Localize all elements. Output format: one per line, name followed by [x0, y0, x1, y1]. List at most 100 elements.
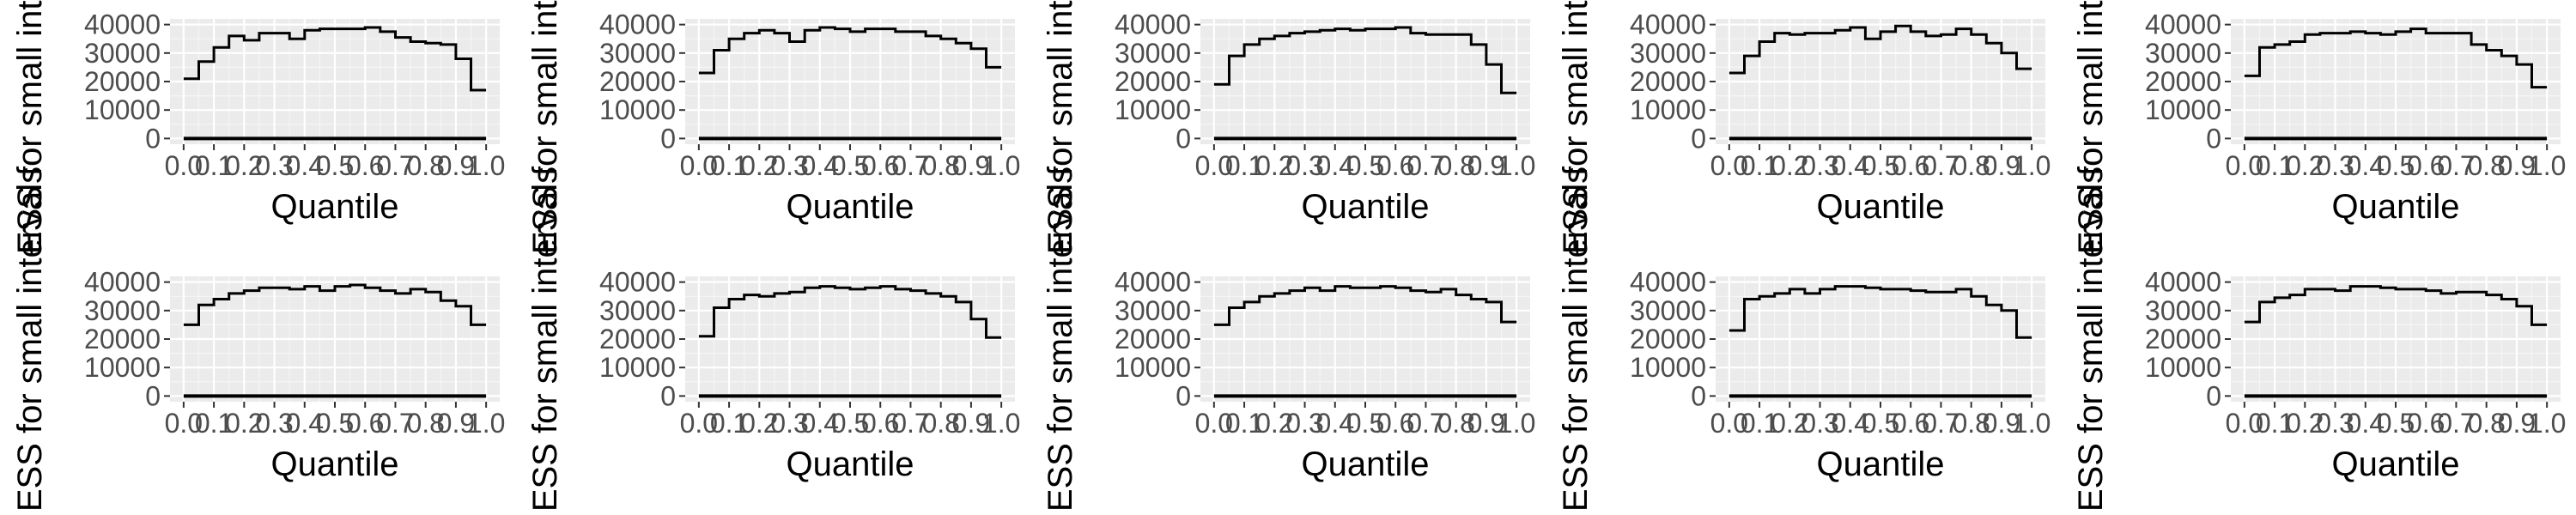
y-tick-label: 20000: [599, 324, 676, 354]
x-tick-label: 0.4: [286, 150, 324, 181]
x-axis-title: Quantile: [787, 188, 914, 226]
x-axis-title: Quantile: [787, 445, 914, 483]
x-tick-label: 0.8: [921, 408, 959, 439]
x-tick-label: 0.2: [2286, 150, 2324, 181]
x-tick-label: 0.1: [2256, 408, 2293, 439]
x-tick-label: 0.4: [286, 408, 324, 439]
x-tick-label: 0.3: [1285, 408, 1323, 439]
y-tick-label: 30000: [1630, 295, 1706, 326]
x-tick-label: 0.8: [1952, 150, 1990, 181]
x-axis-title: Quantile: [1817, 188, 1945, 226]
y-axis-title: ESS for small intervals: [526, 0, 564, 254]
y-tick-label: 10000: [84, 94, 161, 125]
series-line-1: [698, 26, 1002, 75]
x-tick-label: 0.6: [1892, 408, 1929, 439]
x-tick-label: 0.7: [376, 150, 414, 181]
x-tick-label: 0.2: [740, 408, 778, 439]
y-tick-label: 10000: [599, 352, 676, 383]
chart-panel-9: 0100002000030000400000.00.10.20.30.40.50…: [1557, 167, 2050, 512]
series-line-1: [1728, 24, 2032, 75]
x-tick-label: 0.5: [831, 150, 869, 181]
y-tick-label: 40000: [1630, 9, 1706, 40]
x-tick-label: 0.9: [437, 408, 475, 439]
x-tick-label: 0.8: [921, 150, 959, 181]
series-line-1: [183, 283, 487, 326]
x-tick-label: 0.8: [406, 408, 444, 439]
x-tick-label: 1.0: [2013, 408, 2050, 439]
y-tick-label: 30000: [1115, 295, 1191, 326]
x-tick-label: 0.7: [376, 408, 414, 439]
series-line-1: [698, 285, 1002, 339]
x-tick-label: 0.2: [1255, 150, 1293, 181]
x-tick-label: 0.3: [255, 150, 293, 181]
x-tick-label: 0.6: [346, 150, 384, 181]
x-tick-label: 0.9: [2498, 408, 2536, 439]
series-line-1: [183, 26, 487, 92]
x-tick-label: 0.6: [2407, 408, 2445, 439]
y-tick-label: 40000: [2145, 9, 2221, 40]
x-tick-label: 0.5: [831, 408, 869, 439]
y-axis-title: ESS for small intervals: [11, 167, 49, 512]
x-tick-label: 0.7: [1406, 408, 1444, 439]
x-tick-label: 0.5: [1346, 408, 1384, 439]
x-tick-label: 0.0: [680, 150, 718, 181]
x-tick-label: 0.4: [2347, 408, 2385, 439]
x-axis-title: Quantile: [1302, 188, 1430, 226]
x-tick-label: 0.3: [770, 408, 808, 439]
y-tick-label: 20000: [2145, 324, 2221, 354]
y-tick-label: 30000: [2145, 295, 2221, 326]
y-tick-label: 20000: [84, 324, 161, 354]
x-tick-label: 0.4: [1832, 150, 1869, 181]
y-tick-label: 30000: [84, 38, 161, 69]
x-tick-label: 0.9: [1983, 408, 2020, 439]
x-tick-label: 1.0: [982, 408, 1020, 439]
y-tick-label: 40000: [599, 267, 676, 298]
x-tick-label: 0.2: [1771, 408, 1808, 439]
chart-panel-2: 0100002000030000400000.00.10.20.30.40.50…: [526, 0, 1020, 254]
x-tick-label: 0.0: [165, 150, 203, 181]
x-tick-label: 0.7: [1922, 150, 1959, 181]
x-tick-label: 0.7: [2437, 150, 2475, 181]
x-tick-label: 0.1: [195, 408, 233, 439]
x-tick-label: 0.0: [1195, 150, 1233, 181]
y-tick-label: 10000: [84, 352, 161, 383]
chart-panel-1: 0100002000030000400000.00.10.20.30.40.50…: [11, 0, 505, 254]
y-axis-title: ESS for small intervals: [1042, 167, 1079, 512]
x-tick-label: 0.4: [801, 408, 839, 439]
y-tick-label: 0: [145, 123, 161, 154]
x-tick-label: 0.8: [1437, 150, 1474, 181]
x-tick-label: 0.9: [952, 408, 990, 439]
y-tick-label: 0: [2206, 123, 2221, 154]
x-tick-label: 0.9: [1467, 150, 1505, 181]
chart-panel-4: 0100002000030000400000.00.10.20.30.40.50…: [1557, 0, 2050, 254]
x-tick-label: 0.9: [437, 150, 475, 181]
series-line-1: [2244, 285, 2548, 326]
chart-panel-10: 0100002000030000400000.00.10.20.30.40.50…: [2072, 167, 2566, 512]
x-tick-label: 0.0: [165, 408, 203, 439]
series-line-1: [1213, 26, 1517, 94]
x-tick-label: 0.5: [316, 150, 354, 181]
y-tick-label: 0: [145, 380, 161, 411]
x-tick-label: 0.5: [2377, 150, 2415, 181]
x-axis-title: Quantile: [271, 445, 399, 483]
x-tick-label: 0.0: [680, 408, 718, 439]
x-tick-label: 0.6: [1376, 150, 1414, 181]
y-tick-label: 40000: [84, 267, 161, 298]
x-tick-label: 0.2: [1771, 150, 1808, 181]
chart-panel-7: 0100002000030000400000.00.10.20.30.40.50…: [526, 167, 1020, 512]
y-axis-title: ESS for small intervals: [526, 167, 564, 512]
y-tick-label: 10000: [2145, 94, 2221, 125]
y-tick-label: 30000: [1115, 38, 1191, 69]
x-tick-label: 0.0: [1710, 408, 1748, 439]
x-tick-label: 0.1: [1225, 150, 1263, 181]
y-axis-title: ESS for small intervals: [2072, 167, 2110, 512]
y-tick-label: 10000: [599, 94, 676, 125]
y-tick-label: 10000: [1115, 352, 1191, 383]
x-tick-label: 0.5: [1346, 150, 1384, 181]
x-tick-label: 0.1: [1741, 408, 1778, 439]
series-line-1: [2244, 27, 2548, 89]
y-tick-label: 0: [1691, 380, 1706, 411]
y-tick-label: 0: [1691, 123, 1706, 154]
x-tick-label: 0.4: [1316, 408, 1354, 439]
y-axis-title: ESS for small intervals: [1557, 0, 1595, 254]
